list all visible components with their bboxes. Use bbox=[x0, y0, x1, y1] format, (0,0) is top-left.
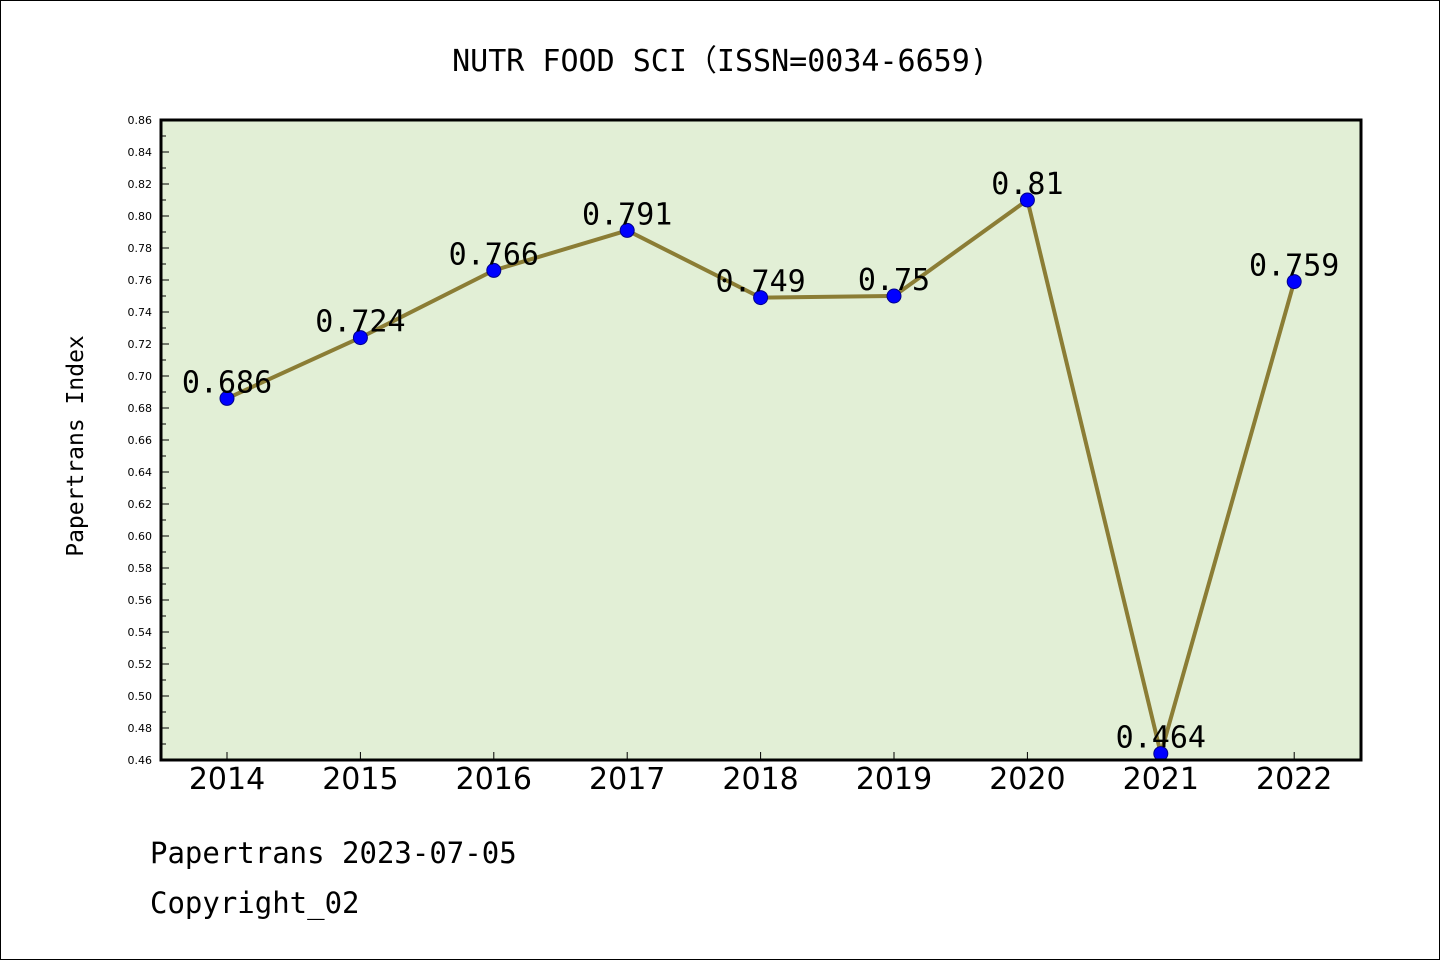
x-tick-label: 2014 bbox=[189, 762, 265, 797]
y-tick-label: 0.54 bbox=[128, 626, 153, 639]
y-tick-label: 0.84 bbox=[128, 146, 153, 159]
y-tick-label: 0.72 bbox=[128, 338, 153, 351]
data-point bbox=[753, 290, 769, 306]
plot-area bbox=[161, 120, 1361, 760]
data-point bbox=[1286, 274, 1302, 290]
y-tick-label: 0.82 bbox=[128, 178, 153, 191]
data-label: 0.81 bbox=[991, 167, 1063, 202]
data-label: 0.749 bbox=[715, 265, 805, 300]
footer-date: Papertrans 2023-07-05 bbox=[150, 836, 517, 870]
data-label: 0.791 bbox=[582, 197, 672, 232]
y-tick-label: 0.56 bbox=[128, 594, 153, 607]
data-label: 0.724 bbox=[315, 305, 405, 340]
y-tick-label: 0.46 bbox=[128, 754, 153, 767]
y-tick-label: 0.66 bbox=[128, 434, 153, 447]
data-point bbox=[352, 330, 368, 346]
x-tick-label: 2019 bbox=[856, 762, 932, 797]
y-tick-label: 0.76 bbox=[128, 274, 153, 287]
y-tick-label: 0.80 bbox=[128, 210, 153, 223]
y-tick-label: 0.60 bbox=[128, 530, 153, 543]
data-point bbox=[619, 222, 635, 238]
x-tick-label: 2018 bbox=[722, 762, 798, 797]
plot-border bbox=[159, 118, 1363, 762]
x-tick-label: 2021 bbox=[1123, 762, 1199, 797]
y-tick-label: 0.48 bbox=[128, 722, 153, 735]
x-tick-label: 2016 bbox=[456, 762, 532, 797]
data-point bbox=[219, 390, 235, 406]
data-point bbox=[886, 288, 902, 304]
data-label: 0.686 bbox=[182, 365, 272, 400]
y-tick-label: 0.58 bbox=[128, 562, 153, 575]
y-tick-label: 0.64 bbox=[128, 466, 153, 479]
y-tick-label: 0.78 bbox=[128, 242, 153, 255]
data-label: 0.759 bbox=[1249, 249, 1339, 284]
chart-title: NUTR FOOD SCI（ISSN=0034-6659) bbox=[452, 44, 988, 79]
y-tick-label: 0.70 bbox=[128, 370, 153, 383]
footer-copyright: Copyright_02 bbox=[150, 886, 360, 920]
y-tick-label: 0.50 bbox=[128, 690, 153, 703]
x-tick-label: 2022 bbox=[1256, 762, 1332, 797]
y-tick-label: 0.74 bbox=[128, 306, 153, 319]
x-tick-label: 2017 bbox=[589, 762, 665, 797]
y-tick-label: 0.68 bbox=[128, 402, 153, 415]
x-tick-label: 2020 bbox=[989, 762, 1065, 797]
data-label: 0.75 bbox=[858, 263, 930, 298]
y-tick-label: 0.52 bbox=[128, 658, 153, 671]
x-tick-label: 2015 bbox=[322, 762, 398, 797]
data-point bbox=[486, 262, 502, 278]
y-tick-label: 0.86 bbox=[128, 114, 153, 127]
data-label: 0.464 bbox=[1116, 721, 1206, 756]
data-point bbox=[1019, 192, 1035, 208]
y-tick-label: 0.62 bbox=[128, 498, 153, 511]
data-label: 0.766 bbox=[449, 237, 539, 272]
